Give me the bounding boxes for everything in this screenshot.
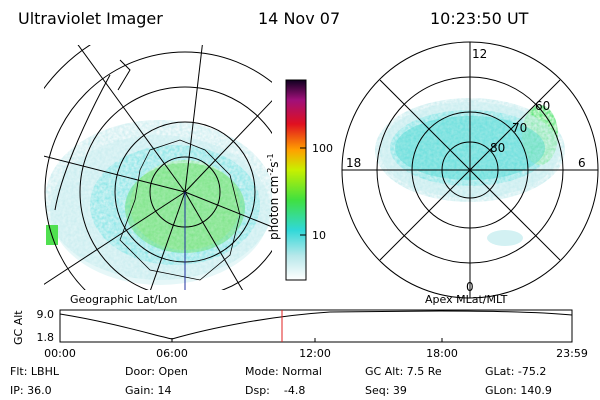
y-tick-label: 1.8 — [37, 331, 55, 344]
info-field: Dsp: -4.8 — [245, 384, 305, 397]
info-field: Flt: LBHL — [10, 365, 60, 378]
info-field: Gain: 14 — [125, 384, 172, 397]
geographic-map — [44, 45, 272, 290]
info-field: Seq: 39 — [365, 384, 407, 397]
polar-plot: 12 18 6 0 60 70 80 — [341, 41, 599, 299]
mlat-label: 80 — [490, 141, 505, 155]
x-tick-label: 23:59 — [556, 347, 588, 360]
colorbar-label: photon cm-2s-1 — [266, 153, 281, 240]
info: Flt: LBHL Door: Open Mode: Normal GC Alt: 7… — [10, 365, 552, 397]
mlt-label: 12 — [472, 47, 487, 61]
instrument-title: Ultraviolet Imager — [18, 9, 163, 28]
mlt-label: 18 — [346, 156, 361, 170]
label-text: photon cm — [267, 176, 281, 240]
colorbar-tick: 100 — [312, 142, 333, 155]
mlat-label: 70 — [512, 121, 527, 135]
y-tick-label: 9.0 — [37, 308, 55, 321]
x-tick-label: 18:00 — [426, 347, 458, 360]
info-field: GC Alt: 7.5 Re — [365, 365, 442, 378]
x-tick-label: 12:00 — [299, 347, 331, 360]
y-axis-label: GC Alt — [12, 310, 25, 345]
label-exp: -1 — [266, 153, 275, 161]
mlat-label: 60 — [535, 99, 550, 113]
info-field: Door: Open — [125, 365, 188, 378]
label-exp: -2 — [266, 168, 275, 176]
colorbar-tick: 10 — [312, 229, 326, 242]
altitude-plot: GC Alt 9.0 1.8 00:00 06:00 12:00 18:00 2… — [12, 308, 588, 360]
time: 10:23:50 UT — [430, 9, 529, 28]
info-field: GLon: 140.9 — [485, 384, 552, 397]
mlt-label: 6 — [578, 156, 586, 170]
label-text: s — [267, 161, 281, 167]
date: 14 Nov 07 — [258, 9, 340, 28]
mlt-label: 0 — [466, 280, 474, 294]
x-tick-label: 00:00 — [44, 347, 76, 360]
info-field: Mode: Normal — [245, 365, 322, 378]
x-tick-label: 06:00 — [156, 347, 188, 360]
panel-label: Apex MLat/MLT — [425, 293, 508, 306]
info-field: IP: 36.0 — [10, 384, 52, 397]
panel-label: Geographic Lat/Lon — [70, 293, 177, 306]
colorbar — [285, 79, 307, 281]
info-field: GLat: -75.2 — [485, 365, 546, 378]
